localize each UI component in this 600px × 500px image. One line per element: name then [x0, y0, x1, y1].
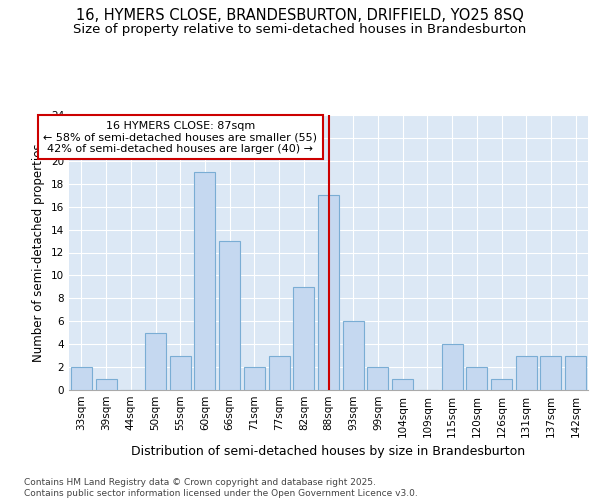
Bar	[95, 378, 116, 390]
Bar	[170, 356, 191, 390]
Text: 16 HYMERS CLOSE: 87sqm
← 58% of semi-detached houses are smaller (55)
42% of sem: 16 HYMERS CLOSE: 87sqm ← 58% of semi-det…	[43, 120, 317, 154]
Bar	[491, 378, 512, 390]
Bar	[442, 344, 463, 390]
Text: Contains HM Land Registry data © Crown copyright and database right 2025.
Contai: Contains HM Land Registry data © Crown c…	[24, 478, 418, 498]
Bar	[293, 287, 314, 390]
Y-axis label: Number of semi-detached properties: Number of semi-detached properties	[32, 143, 46, 362]
Bar	[269, 356, 290, 390]
Bar	[541, 356, 562, 390]
Text: Size of property relative to semi-detached houses in Brandesburton: Size of property relative to semi-detach…	[73, 22, 527, 36]
Bar	[466, 367, 487, 390]
X-axis label: Distribution of semi-detached houses by size in Brandesburton: Distribution of semi-detached houses by …	[131, 446, 526, 458]
Text: 16, HYMERS CLOSE, BRANDESBURTON, DRIFFIELD, YO25 8SQ: 16, HYMERS CLOSE, BRANDESBURTON, DRIFFIE…	[76, 8, 524, 22]
Bar	[565, 356, 586, 390]
Bar	[71, 367, 92, 390]
Bar	[318, 195, 339, 390]
Bar	[516, 356, 537, 390]
Bar	[343, 322, 364, 390]
Bar	[367, 367, 388, 390]
Bar	[145, 332, 166, 390]
Bar	[392, 378, 413, 390]
Bar	[219, 241, 240, 390]
Bar	[244, 367, 265, 390]
Bar	[194, 172, 215, 390]
